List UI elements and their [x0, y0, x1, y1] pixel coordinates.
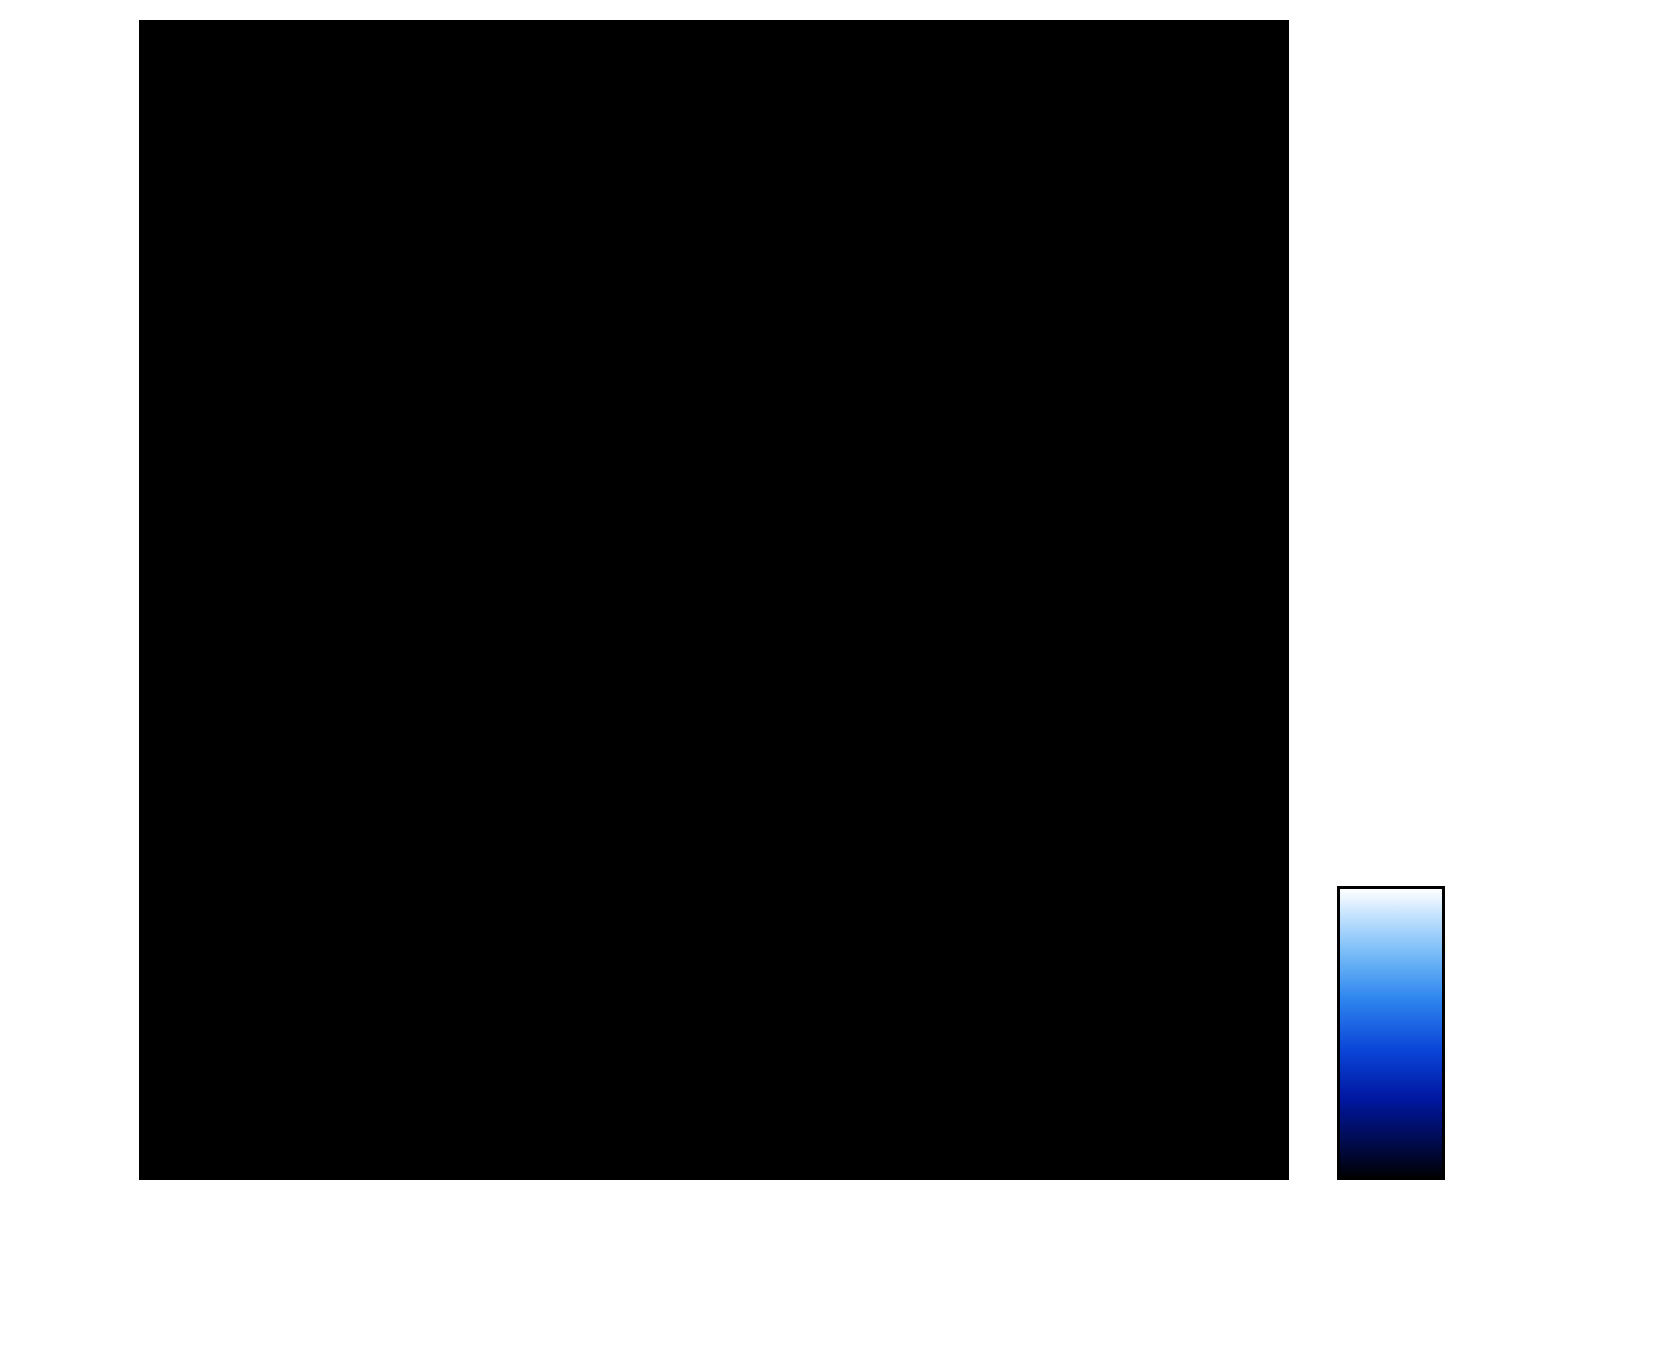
ephemeris-block: [1303, 238, 1671, 256]
image-plot-area: [139, 20, 1289, 1180]
hst-imaging-block: [1303, 500, 1671, 518]
colorbar-gradient: [1337, 886, 1445, 1180]
jupiter-fuv-image: [139, 20, 1289, 1180]
planetographic-grid-overlay: [139, 20, 1289, 1180]
